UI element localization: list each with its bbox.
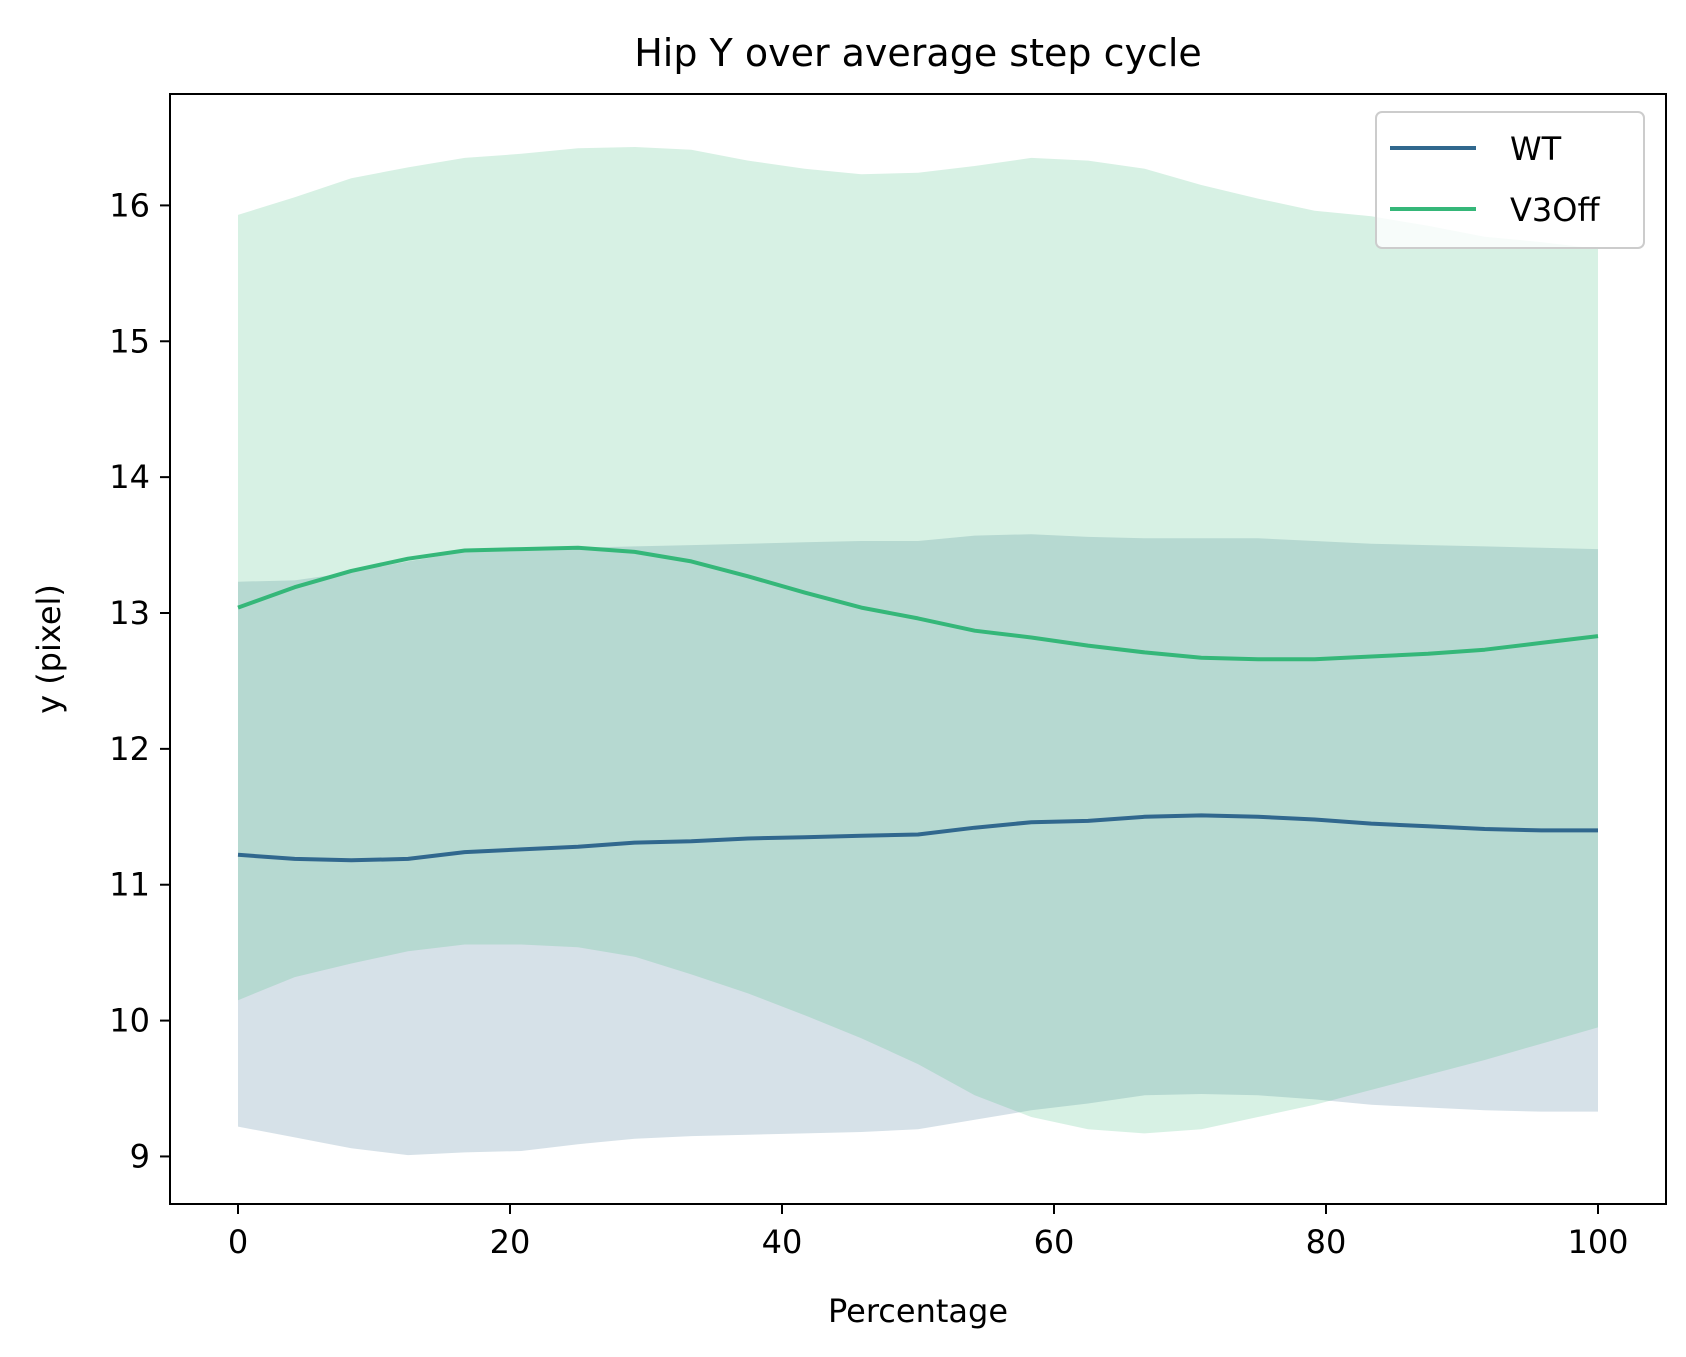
y-tick-label: 15 (109, 322, 150, 360)
y-tick-label: 14 (109, 458, 150, 496)
y-tick-label: 12 (109, 730, 150, 768)
series-line-v3off (237, 545, 1599, 662)
y-axis-label: y (pixel) (30, 584, 68, 714)
x-axis-label: Percentage (828, 1292, 1008, 1330)
series-line-wt (237, 813, 1598, 863)
plot-frame (169, 93, 1667, 1205)
x-axis: 0 20 40 60 80 100 (228, 1204, 1629, 1261)
chart-title: Hip Y over average step cycle (634, 31, 1202, 75)
y-tick-label: 13 (109, 594, 150, 632)
y-tick-label: 16 (109, 186, 150, 224)
plot-area (237, 147, 1599, 1156)
band-v3off (238, 147, 1598, 1134)
x-tick-label: 80 (1306, 1223, 1347, 1261)
legend: WT V3Off (1375, 111, 1645, 249)
y-tick-label: 9 (130, 1137, 150, 1175)
x-tick-label: 100 (1567, 1223, 1628, 1261)
y-axis: 9 10 11 12 13 14 15 16 (109, 186, 170, 1175)
band-wt (238, 534, 1598, 1156)
legend-label-v3off: V3Off (1510, 191, 1600, 229)
y-tick-label: 11 (109, 866, 150, 904)
legend-label-wt: WT (1510, 130, 1562, 168)
x-tick-label: 0 (228, 1223, 248, 1261)
x-tick-label: 60 (1034, 1223, 1075, 1261)
x-tick-label: 40 (762, 1223, 803, 1261)
x-tick-label: 20 (490, 1223, 531, 1261)
y-tick-label: 10 (109, 1002, 150, 1040)
